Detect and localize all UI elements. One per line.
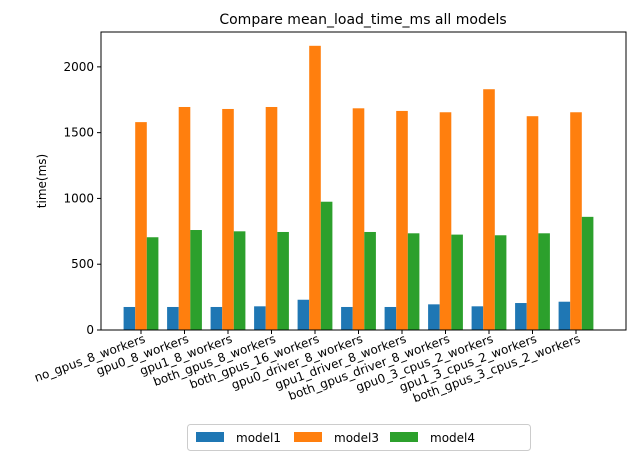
bar-model4-gpu1_8_workers — [233, 231, 246, 330]
bar-model4-gpu1_driver_8_workers — [407, 233, 420, 330]
bar-model1-both_gpus_3_cpus_2_workers — [558, 301, 571, 330]
bar-model3-both_gpus_driver_8_workers — [439, 112, 452, 330]
bar-model1-gpu0_3_cpus_2_workers — [471, 306, 484, 330]
bar-model3-gpu0_driver_8_workers — [352, 108, 365, 330]
bar-model1-gpu1_3_cpus_2_workers — [515, 303, 527, 330]
legend-label-model1: model1 — [236, 431, 281, 445]
bar-model4-no_gpus_8_workers — [146, 237, 159, 330]
bars-group — [123, 45, 594, 331]
x-axis: no_gpus_8_workersgpu0_8_workersgpu1_8_wo… — [32, 330, 582, 405]
legend-swatch-model1 — [196, 432, 224, 442]
bar-model3-gpu1_3_cpus_2_workers — [526, 116, 539, 330]
bar-model3-gpu0_8_workers — [178, 106, 191, 331]
bar-model1-gpu0_8_workers — [167, 306, 179, 330]
plot-frame — [100, 31, 627, 331]
legend-label-model3: model3 — [334, 431, 379, 445]
legend: model1 model3 model4 — [187, 424, 531, 451]
bar-model3-gpu1_driver_8_workers — [396, 110, 408, 330]
bar-model3-both_gpus_16_workers — [309, 45, 321, 331]
bar-model4-both_gpus_16_workers — [320, 201, 333, 330]
bar-model3-gpu0_3_cpus_2_workers — [483, 89, 495, 330]
bar-model1-both_gpus_16_workers — [297, 299, 310, 330]
y-axis: 0 500 1000 1500 2000 — [63, 60, 101, 337]
bar-model1-both_gpus_8_workers — [254, 306, 266, 330]
bar-model4-gpu0_8_workers — [190, 230, 202, 330]
legend-box — [187, 424, 531, 451]
bar-model1-no_gpus_8_workers — [123, 306, 136, 330]
y-tick-label: 2000 — [63, 60, 94, 74]
legend-swatch-model4 — [390, 432, 418, 442]
legend-swatch-model3 — [294, 432, 322, 442]
y-tick-label: 500 — [71, 257, 94, 271]
bar-model4-gpu1_3_cpus_2_workers — [538, 233, 550, 330]
y-tick-label: 1000 — [63, 191, 94, 205]
bar-model3-gpu1_8_workers — [222, 108, 234, 330]
bar-model3-both_gpus_8_workers — [265, 106, 278, 331]
bar-model4-both_gpus_3_cpus_2_workers — [581, 216, 594, 330]
bar-model4-gpu0_driver_8_workers — [364, 231, 376, 330]
chart-title: Compare mean_load_time_ms all models — [219, 12, 506, 28]
y-tick-label: 0 — [86, 323, 94, 337]
bar-model1-gpu0_driver_8_workers — [341, 306, 353, 330]
bar-model1-both_gpus_driver_8_workers — [428, 304, 440, 330]
legend-label-model4: model4 — [430, 431, 475, 445]
bar-model4-both_gpus_8_workers — [277, 231, 289, 330]
bar-model1-gpu1_driver_8_workers — [384, 306, 397, 330]
y-tick-label: 1500 — [63, 126, 94, 140]
y-axis-label: time(ms) — [35, 154, 49, 208]
bar-model4-gpu0_3_cpus_2_workers — [494, 235, 507, 330]
bar-model3-both_gpus_3_cpus_2_workers — [570, 112, 582, 330]
bar-model3-no_gpus_8_workers — [135, 122, 147, 331]
bar-model1-gpu1_8_workers — [210, 306, 223, 330]
bar-model4-both_gpus_driver_8_workers — [451, 234, 463, 330]
